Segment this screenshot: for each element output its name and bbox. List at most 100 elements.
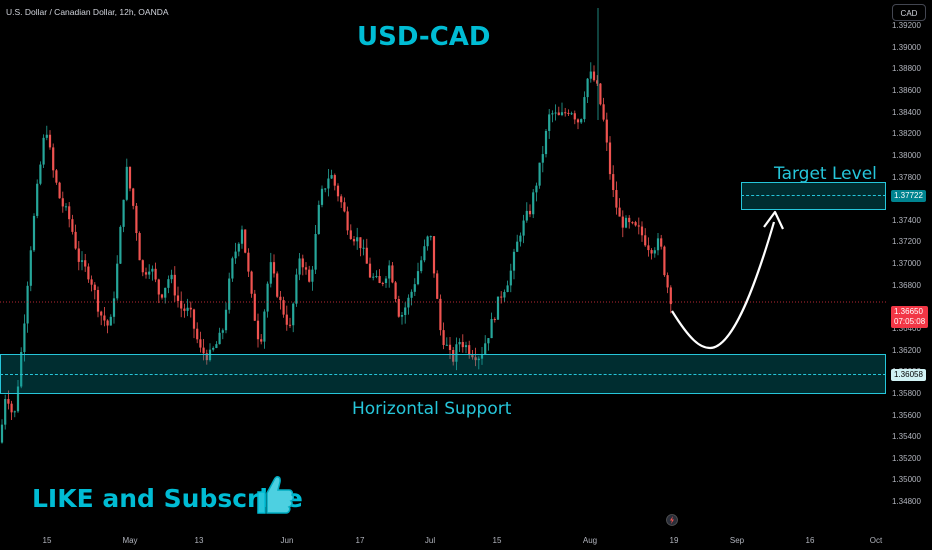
candle-body	[253, 293, 256, 321]
candle-body	[439, 298, 442, 331]
price-tick-label: 1.38200	[892, 129, 921, 139]
candle-body	[452, 349, 455, 362]
candle-body	[362, 247, 365, 249]
candle-body	[240, 229, 244, 244]
candle-body	[39, 164, 42, 184]
candle-body	[548, 114, 551, 131]
projection-arrow	[671, 210, 784, 350]
candle-body	[471, 355, 474, 358]
candle-body	[461, 342, 464, 348]
candle-body	[500, 296, 503, 298]
candle-body	[666, 275, 669, 288]
target-zone	[741, 182, 886, 210]
candle-body	[77, 248, 80, 262]
price-tick-label: 1.37000	[892, 259, 921, 269]
candle-body	[7, 399, 10, 404]
candle-body	[400, 314, 404, 317]
time-tick-label: Jun	[280, 536, 294, 545]
candle-body	[64, 206, 68, 208]
candle-body	[125, 166, 128, 200]
target-level-line	[741, 195, 886, 196]
candle-body	[522, 220, 525, 236]
candle-body	[304, 267, 308, 270]
candle-body	[93, 284, 96, 291]
candle-body	[119, 226, 122, 264]
candle-body	[650, 250, 653, 254]
candle-body	[480, 354, 484, 359]
candle-body	[4, 399, 7, 425]
candle-body	[468, 345, 471, 356]
candle-body	[279, 296, 282, 301]
price-tick-label: 1.35200	[892, 453, 921, 463]
price-tick-label: 1.37800	[892, 172, 921, 182]
lightning-icon[interactable]	[666, 514, 678, 526]
candle-body	[432, 236, 436, 274]
candle-body	[116, 263, 119, 299]
support-label: Horizontal Support	[352, 399, 512, 419]
candle-body	[644, 235, 647, 246]
candle-body	[212, 347, 215, 350]
candle-body	[413, 284, 416, 292]
candle-body	[61, 198, 64, 207]
candle-body	[416, 271, 420, 285]
candle-body	[167, 279, 170, 288]
candle-body	[266, 283, 269, 312]
candle-body	[388, 265, 391, 279]
candle-body	[311, 269, 314, 282]
price-tick-label: 1.36200	[892, 345, 921, 355]
price-axis[interactable]: 1.39200 1.39000 1.38800 1.38600 1.38400 1.382…	[886, 0, 932, 530]
chart-area[interactable]: U.S. Dollar / Canadian Dollar, 12h, OAND…	[0, 0, 886, 530]
candle-body	[384, 278, 388, 283]
candle-body	[154, 268, 157, 280]
candle-body	[442, 330, 445, 346]
candle-body	[314, 234, 317, 270]
candle-body	[26, 285, 29, 324]
candle-body	[656, 238, 660, 251]
candle-body	[637, 225, 640, 227]
candle-body	[205, 353, 208, 361]
candle-body	[372, 276, 375, 278]
price-tick-label: 1.38800	[892, 64, 921, 74]
candle-body	[55, 170, 58, 183]
time-axis[interactable]: 15 May 13 Jun 17 Jul 15 Aug 19 Sep 16 Oct	[0, 530, 886, 550]
candle-body	[269, 262, 272, 284]
candle-body	[68, 206, 71, 220]
candle-body	[624, 217, 628, 228]
candle-body	[599, 83, 602, 105]
candle-body	[0, 424, 4, 443]
candle-body	[615, 190, 618, 208]
candle-body	[343, 202, 346, 212]
candle-body	[490, 319, 493, 339]
candle-body	[349, 230, 352, 239]
candle-body	[621, 216, 624, 228]
candle-body	[509, 270, 512, 286]
candle-body	[295, 274, 298, 304]
currency-button[interactable]: CAD	[892, 4, 926, 21]
candle-body	[352, 238, 356, 242]
candle-body	[170, 274, 173, 280]
candle-body	[42, 137, 45, 165]
candle-body	[180, 300, 183, 309]
candle-body	[132, 188, 135, 206]
candle-body	[583, 97, 586, 120]
candle-body	[580, 119, 583, 123]
candle-body	[391, 265, 394, 283]
support-price-tag: 1.36058	[891, 369, 926, 381]
candle-body	[256, 320, 260, 340]
candle-body	[276, 273, 279, 297]
candle-body	[237, 243, 240, 252]
candle-body	[407, 297, 410, 308]
price-tick-label: 1.36800	[892, 280, 921, 290]
candle-body	[570, 113, 573, 115]
candle-body	[308, 269, 311, 282]
candle-body	[541, 154, 544, 163]
chart-title: USD-CAD	[357, 22, 491, 52]
candle-body	[532, 192, 535, 215]
candle-body	[544, 130, 548, 155]
price-tick-label: 1.39200	[892, 21, 921, 31]
time-tick-label: Jul	[424, 536, 436, 545]
candle-body	[368, 263, 372, 278]
candle-body	[423, 246, 426, 261]
candle-body	[32, 215, 36, 251]
time-tick-label: May	[122, 536, 138, 545]
